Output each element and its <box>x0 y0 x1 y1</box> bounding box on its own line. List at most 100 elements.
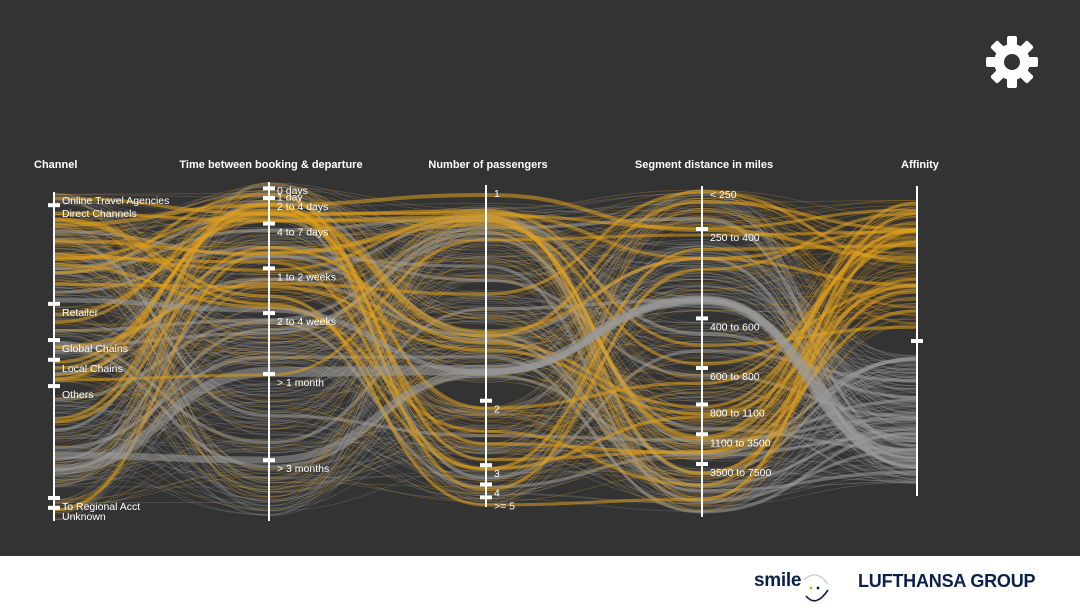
category-divider[interactable] <box>263 221 275 226</box>
ribbon-base <box>53 220 918 406</box>
ribbon-highlight <box>53 193 918 417</box>
ribbon-highlight <box>53 286 918 488</box>
category-label: 800 to 1100 <box>710 407 765 419</box>
ribbon-highlight <box>53 291 918 394</box>
ribbon-base <box>53 338 918 499</box>
ribbon-highlight <box>53 222 918 478</box>
ribbon-highlight <box>53 201 918 492</box>
category-label: To Regional Acct <box>62 501 140 513</box>
category-divider[interactable] <box>263 195 275 200</box>
gear-icon[interactable] <box>984 34 1040 90</box>
ribbon-highlight <box>53 200 918 324</box>
ribbon-base <box>53 242 918 516</box>
category-divider[interactable] <box>48 505 60 510</box>
category-label: 4 to 7 days <box>277 227 328 239</box>
category-divider[interactable] <box>48 338 60 343</box>
ribbon-base <box>53 345 918 469</box>
category-label: 600 to 800 <box>710 371 760 383</box>
category-divider[interactable] <box>263 186 275 191</box>
category-divider[interactable] <box>696 402 708 407</box>
axis-title: Segment distance in miles <box>635 159 773 171</box>
category-divider[interactable] <box>263 311 275 316</box>
category-divider[interactable] <box>480 482 492 487</box>
category-label: 1100 to 3500 <box>710 437 771 449</box>
ribbon-highlight <box>53 196 918 513</box>
ribbon-highlight <box>53 231 918 498</box>
category-label: Others <box>62 389 94 401</box>
ribbon-base <box>53 265 918 506</box>
ribbon-base <box>53 245 918 398</box>
ribbon-highlight <box>53 223 918 506</box>
category-divider[interactable] <box>263 458 275 463</box>
category-label: 250 to 400 <box>710 232 760 244</box>
ribbon-highlight <box>53 208 918 334</box>
category-divider[interactable] <box>48 495 60 500</box>
category-divider[interactable] <box>911 339 923 343</box>
category-label: 2 <box>494 404 500 416</box>
ribbon-base <box>53 229 918 498</box>
ribbon-highlight <box>53 232 918 422</box>
ribbon-base <box>53 184 918 423</box>
ribbon-base <box>53 252 918 479</box>
category-divider[interactable] <box>696 366 708 371</box>
category-divider[interactable] <box>696 316 708 321</box>
ribbon-base <box>53 194 918 403</box>
category-divider[interactable] <box>48 203 60 208</box>
ribbon-base <box>53 249 918 460</box>
ribbon-base <box>53 195 918 488</box>
smile-logo-text: smile <box>754 570 802 591</box>
ribbon-highlight <box>53 190 918 501</box>
category-label: 1 to 2 weeks <box>277 271 336 283</box>
chart-stage: Channel Online Travel Agencies Direct Chan… <box>0 0 1080 556</box>
ribbon-base <box>53 272 918 510</box>
ribbon-base <box>53 297 918 511</box>
ribbon-base <box>53 344 918 488</box>
ribbon-highlight <box>53 192 918 441</box>
category-label: 1 day <box>277 191 303 203</box>
category-divider[interactable] <box>696 462 708 467</box>
ribbon-base <box>53 273 918 449</box>
ribbon-base <box>53 234 918 512</box>
category-divider[interactable] <box>48 384 60 389</box>
category-divider[interactable] <box>480 495 492 500</box>
ribbon-highlight <box>53 183 918 486</box>
ribbon-highlight <box>53 211 918 487</box>
category-label: Global Chains <box>62 343 128 355</box>
category-divider[interactable] <box>480 463 492 468</box>
category-divider[interactable] <box>263 371 275 376</box>
ribbon-highlight <box>53 215 918 419</box>
ribbon-highlight <box>53 281 918 371</box>
ribbon-base <box>53 242 918 504</box>
category-label: 4 <box>494 487 500 499</box>
ribbon-highlight <box>53 231 918 505</box>
ribbon-base <box>53 203 918 435</box>
category-label: 400 to 600 <box>710 321 760 333</box>
category-divider[interactable] <box>48 357 60 362</box>
ribbon-highlight <box>53 227 918 417</box>
ribbon-base <box>53 189 918 494</box>
category-divider[interactable] <box>696 227 708 232</box>
ribbon-highlight <box>53 183 918 422</box>
category-divider[interactable] <box>696 432 708 437</box>
ribbon-highlight <box>53 185 918 480</box>
ribbon-base-major <box>53 297 918 443</box>
ribbon-base <box>53 239 918 482</box>
category-label: > 3 months <box>277 463 329 475</box>
ribbon-base <box>53 240 918 454</box>
category-divider[interactable] <box>480 398 492 403</box>
ribbon-base <box>53 255 918 415</box>
category-divider[interactable] <box>263 266 275 271</box>
ribbon-highlight <box>53 221 918 486</box>
category-label: 3500 to 7500 <box>710 467 771 479</box>
axis-title: Number of passengers <box>428 159 547 171</box>
category-divider[interactable] <box>48 301 60 306</box>
ribbon-highlight <box>53 214 918 490</box>
ribbon-base <box>53 268 918 499</box>
footer-bar <box>0 556 1080 608</box>
ribbon-highlight <box>53 214 918 381</box>
ribbon-highlight <box>53 236 918 494</box>
category-label: Online Travel Agencies <box>62 195 169 207</box>
ribbon-base <box>53 230 918 475</box>
